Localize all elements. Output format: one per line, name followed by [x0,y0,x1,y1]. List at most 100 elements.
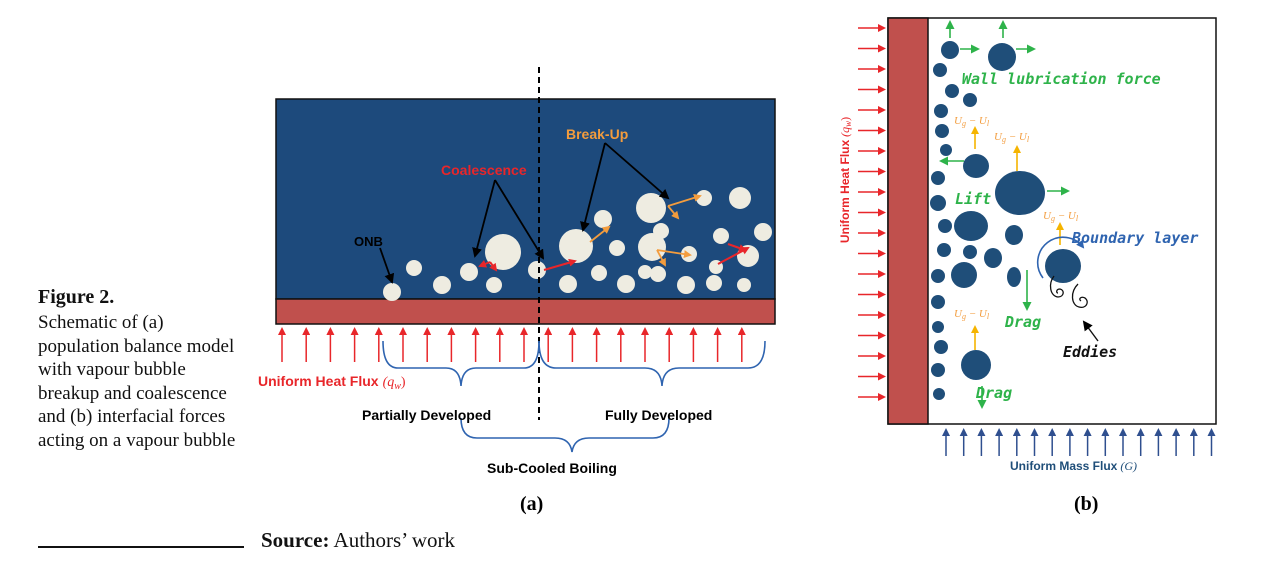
bubble-b [934,340,948,354]
heat-flux-subscript: w [394,381,401,392]
bubble-b [963,154,989,178]
bubble-b [933,388,945,400]
bubble-b [1007,267,1021,287]
heated-wall-b [887,17,929,425]
mass-flux-arrows [942,428,1216,456]
bubble [460,263,478,281]
bubble [383,283,401,301]
bubble-b [963,245,977,259]
coalescence-label: Coalescence [441,162,527,178]
bubble-group [383,187,772,301]
heat-flux-arrows [278,327,746,362]
relative-velocity-label-3: Ug − Ul [1043,210,1079,223]
drag-label-1: Drag [1004,313,1041,331]
bubble-b [961,350,991,380]
source-text: Authors’ work [329,528,456,552]
bubble-b [937,243,951,257]
bubble-b [931,171,945,185]
source-label: Source: [261,528,330,552]
bubble-b [935,124,949,138]
bubble-b [941,41,959,59]
panel-b: Wall lubrication force Lift Drag Drag Bo… [838,17,1217,515]
bubble-b [1005,225,1023,245]
bubble-b [1045,249,1081,283]
relative-velocity-label-1: Ug − Ul [954,115,990,128]
bubble [636,193,666,223]
heat-flux-label-a: Uniform Heat Flux (qw) [258,373,406,392]
bubble-interaction-arrows [478,193,750,272]
heat-flux-arrows-b [858,24,886,401]
fully-developed-label: Fully Developed [605,407,712,423]
subcooled-boiling-label: Sub-Cooled Boiling [487,460,617,476]
bubble [706,275,722,291]
eddies-spirals [1049,275,1088,308]
bubble-b [954,211,988,241]
boundary-layer-label: Boundary layer [1071,229,1198,247]
bubble [638,265,652,279]
bubble [559,229,593,263]
bubble-b [934,104,948,118]
bubble-b [932,321,944,333]
figure-caption-text: Schematic of (a) population balance mode… [38,312,236,451]
bubble [677,276,695,294]
bubble [653,223,669,239]
source-line: Source: Authors’ work [261,528,455,553]
figure-caption: Figure 2. Schematic of (a) population ba… [38,286,243,452]
velocity-arrows [971,126,1064,350]
bubble-b [933,63,947,77]
bubble [696,190,712,206]
bubble [433,276,451,294]
bubble-b [938,219,952,233]
bubble [486,277,502,293]
bubble-b [931,269,945,283]
heat-flux-label-b: Uniform Heat Flux(qw) [838,117,853,243]
bubble [594,210,612,228]
bubble-b [945,84,959,98]
wall-lubrication-label: Wall lubrication force [962,70,1161,88]
heat-flux-symbol: (q [383,375,395,390]
panel-a: ONB Coalescence Break-Up Uniform Heat Fl… [258,67,776,515]
bubble [713,228,729,244]
bubble-b [984,248,1002,268]
bubble-b [963,93,977,107]
heated-wall [275,298,776,325]
bubble-b [931,363,945,377]
bubble [485,234,521,270]
panel-b-tag: (b) [1074,493,1098,515]
mass-flux-label: Uniform Mass Flux (G) [1010,459,1137,473]
region-braces [382,340,766,453]
eddies-pointer [1082,320,1099,342]
bubble-b [951,262,977,288]
bubble [406,260,422,276]
bubble [609,240,625,256]
bubble [729,187,751,209]
breakup-label: Break-Up [566,126,628,142]
relative-velocity-label-4: Ug − Ul [954,308,990,321]
relative-velocity-labels: Ug − Ul Ug − Ul Ug − Ul Ug − Ul [954,115,1079,321]
boundary-layer-arc [1036,236,1085,279]
bubble-b [931,295,945,309]
bubble [591,265,607,281]
bubble-b [940,144,952,156]
relative-velocity-label-2: Ug − Ul [994,131,1030,144]
force-arrows [939,20,1070,409]
partially-developed-label: Partially Developed [362,407,491,423]
figure-label: Figure 2. [38,286,115,308]
bubble [617,275,635,293]
bubble [650,266,666,282]
panel-a-tag: (a) [520,493,543,515]
caption-divider [38,546,244,548]
bubble-b [995,171,1045,215]
eddies-label: Eddies [1063,343,1117,361]
bubble-group-b [930,41,1081,400]
heat-flux-text: Uniform Heat Flux [258,373,379,389]
bubble [754,223,772,241]
bubble [737,278,751,292]
onb-label: ONB [354,234,383,249]
drag-label-2: Drag [975,384,1012,402]
lift-label: Lift [955,190,991,208]
bubble-b [930,195,946,211]
bubble [559,275,577,293]
heat-flux-close: ) [401,375,406,390]
